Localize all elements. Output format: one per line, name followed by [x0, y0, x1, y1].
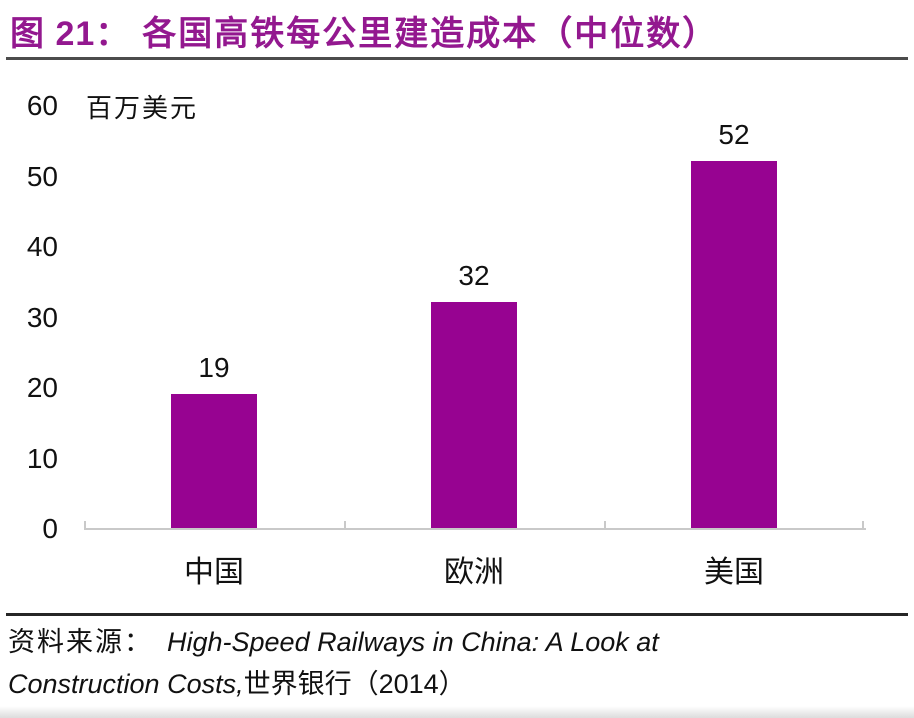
figure-number: 图 21： — [10, 15, 131, 53]
x-axis-tick — [862, 521, 864, 530]
bar — [431, 302, 517, 528]
bar-value-label: 32 — [458, 260, 490, 291]
x-axis-tick — [604, 521, 606, 530]
source-line-1: 资料来源： High-Speed Railways in China: A Loo… — [8, 621, 659, 663]
figure-title: 图 21： 各国高铁每公里建造成本（中位数） — [10, 6, 718, 55]
bar-value-label: 52 — [718, 119, 750, 150]
source-title-line1: High-Speed Railways in China: A Look at — [167, 627, 659, 657]
source-note: 资料来源： High-Speed Railways in China: A Loo… — [8, 621, 659, 705]
source-line-2: Construction Costs,世界银行（2014） — [8, 663, 659, 705]
figure-title-text: 各国高铁每公里建造成本（中位数） — [142, 15, 719, 53]
footer-divider — [6, 613, 908, 616]
x-axis-tick — [84, 521, 86, 530]
bar — [691, 161, 777, 528]
y-tick-label: 30 — [26, 301, 58, 333]
bar-value-label: 19 — [198, 352, 230, 383]
y-axis-unit-label: 百万美元 — [86, 93, 199, 123]
y-tick-label: 50 — [26, 160, 58, 192]
y-tick-label: 40 — [26, 231, 58, 262]
y-tick-label: 0 — [42, 513, 58, 544]
source-publisher: 世界银行（2014） — [243, 669, 466, 699]
source-label: 资料来源： — [8, 627, 153, 657]
x-category-label: 欧洲 — [444, 556, 504, 589]
x-axis-tick — [344, 521, 346, 530]
bar — [171, 394, 257, 528]
y-tick-label: 60 — [26, 90, 58, 121]
x-category-label: 美国 — [704, 556, 764, 589]
title-divider — [6, 57, 908, 60]
x-axis-line — [84, 528, 866, 530]
plot-area: 百万美元 0 10 20 30 40 50 60 19 中国 32 欧洲 52 美国 — [26, 90, 866, 589]
y-tick-label: 20 — [26, 372, 58, 403]
bottom-fade — [0, 706, 914, 718]
source-title-line2: Construction Costs, — [8, 669, 244, 699]
x-category-label: 中国 — [184, 556, 244, 589]
y-tick-label: 10 — [26, 442, 58, 474]
